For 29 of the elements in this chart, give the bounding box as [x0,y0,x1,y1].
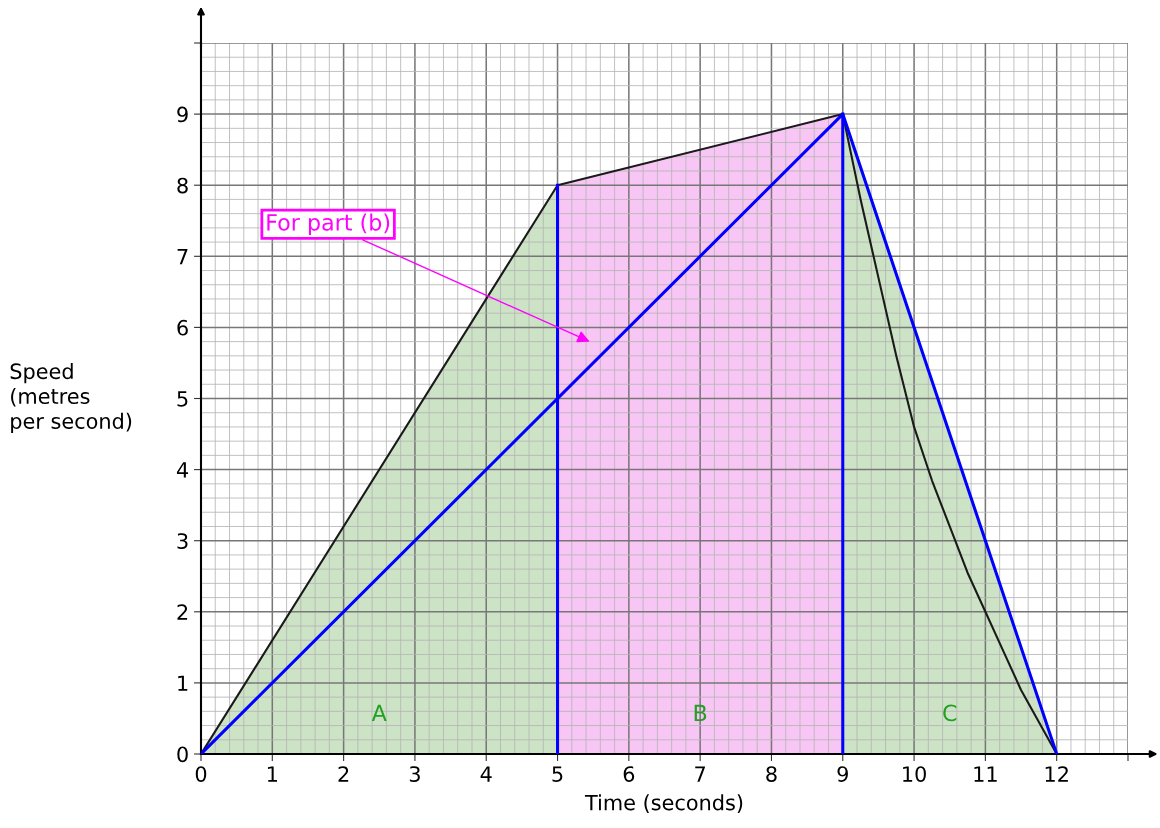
annotation: C [943,704,957,722]
x-tick-label: 12 [1045,766,1068,782]
y-tick-label: 9 [177,106,188,123]
annotation: B [694,704,707,722]
annotation: For part (b) [267,213,390,236]
x-tick-label: 11 [974,766,997,782]
x-tick-label: 2 [338,766,349,782]
y-tick-label: 1 [178,675,188,691]
y-tick-label: 0 [177,746,188,763]
y-tick-label: 2 [177,604,188,620]
x-tick-label: 8 [766,766,777,782]
x-tick-label: 4 [480,766,492,782]
x-tick-label: 7 [695,766,705,782]
y-tick-label: 8 [177,177,188,194]
y-axis-title: Speed (metres per second) [10,363,132,433]
y-tick-label: 5 [177,391,188,407]
y-tick-label: 7 [177,249,188,265]
x-tick-label: 6 [623,766,635,782]
x-tick-label: 9 [837,766,848,782]
annotation: A [371,704,387,722]
y-tick-label: 4 [176,462,189,478]
x-axis-title: Time (seconds) [584,794,743,813]
y-tick-label: 3 [177,533,188,549]
x-tick-label: 1 [267,766,278,782]
x-tick-label: 0 [195,766,207,782]
x-tick-label: 3 [409,766,420,782]
y-tick-label: 6 [177,319,188,336]
x-tick-label: 10 [903,766,926,782]
x-tick-label: 5 [552,766,563,782]
